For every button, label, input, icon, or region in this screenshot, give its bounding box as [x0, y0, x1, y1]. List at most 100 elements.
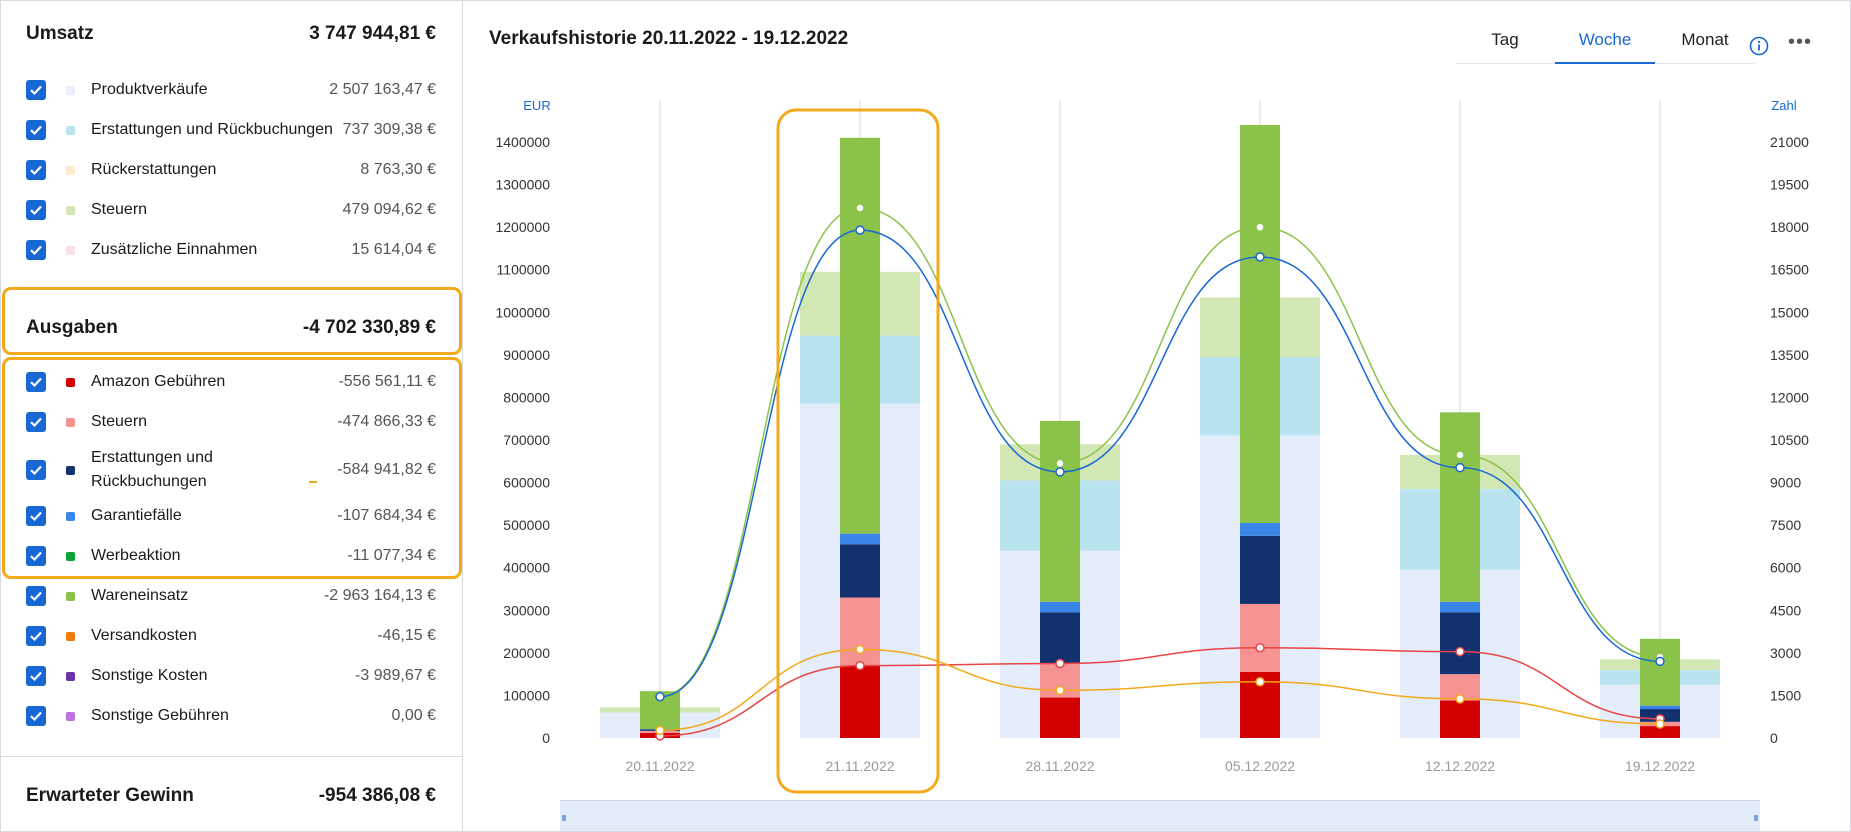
right-tick-label: 9000: [1770, 475, 1801, 491]
category-label: 12.12.2022: [1425, 758, 1495, 774]
series-point: [1055, 685, 1065, 696]
expense-bar-segment: [1040, 612, 1080, 664]
revenue-row[interactable]: Rückerstattungen 8 763,30 €: [26, 155, 436, 185]
revenue-row[interactable]: Erstattungen und Rückbuchungen 737 309,38…: [26, 115, 436, 145]
row-label: Steuern: [91, 413, 148, 430]
checkbox[interactable]: [26, 666, 46, 686]
row-label: Erstattungen und Rückbuchungen: [91, 449, 213, 490]
tab-day[interactable]: Tag: [1455, 30, 1555, 64]
revenue-row[interactable]: Steuern 479 094,62 €: [26, 195, 436, 225]
series-line: [659, 229, 1661, 698]
revenue-row[interactable]: Zusätzliche Einnahmen 15 614,04 €: [26, 235, 436, 265]
row-label: Zusätzliche Einnahmen: [91, 241, 258, 258]
row-label: Rückerstattungen: [91, 161, 217, 178]
checkbox[interactable]: [26, 240, 46, 260]
expense-row[interactable]: Versandkosten -46,15 €: [26, 621, 436, 651]
checkbox[interactable]: [26, 372, 46, 392]
row-value: -107 684,34 €: [337, 507, 436, 524]
expense-row[interactable]: Werbeaktion -11 077,34 €: [26, 541, 436, 571]
row-value: -556 561,11 €: [338, 373, 436, 390]
expense-row[interactable]: Erstattungen und Rückbuchungen -584 941,8…: [26, 446, 436, 494]
checkbox[interactable]: [26, 586, 46, 606]
legend-swatch: [66, 125, 75, 135]
expenses-title: Ausgaben: [26, 317, 118, 338]
expense-row[interactable]: Amazon Gebühren -556 561,11 €: [26, 367, 436, 397]
legend-swatch: [66, 465, 75, 475]
expense-bar-segment: [1440, 601, 1480, 613]
checkbox[interactable]: [26, 706, 46, 726]
legend-swatch: [66, 85, 75, 95]
checkbox[interactable]: [26, 160, 46, 180]
more-options-icon[interactable]: •••: [1788, 31, 1813, 53]
row-value: 2 507 163,47 €: [329, 81, 436, 98]
series-point: [1455, 694, 1465, 704]
expense-row[interactable]: Garantiefälle -107 684,34 €: [26, 501, 436, 531]
expense-bar-segment: [1440, 412, 1480, 602]
legend-swatch: [66, 711, 75, 721]
legend-swatch: [66, 417, 75, 427]
selected-period-highlight: [776, 108, 940, 794]
series-point: [1255, 642, 1265, 653]
expense-row[interactable]: Wareneinsatz -2 963 164,13 €: [26, 581, 436, 611]
series-point: [1055, 658, 1065, 669]
tab-week[interactable]: Woche: [1555, 30, 1655, 64]
checkbox[interactable]: [26, 80, 46, 100]
info-icon[interactable]: [1749, 36, 1769, 56]
expense-bar-segment: [1040, 420, 1080, 602]
expense-bar-segment: [1240, 124, 1280, 524]
series-point: [1055, 458, 1065, 469]
checkbox[interactable]: [26, 412, 46, 432]
series-point: [1455, 462, 1465, 473]
series-point: [1255, 252, 1265, 262]
checkbox[interactable]: [26, 200, 46, 220]
checkbox[interactable]: [26, 460, 46, 480]
legend-swatch: [66, 551, 75, 561]
scroll-handle-right[interactable]: [1754, 815, 1758, 821]
series-line: [659, 648, 1661, 732]
category-label: 05.12.2022: [1225, 758, 1295, 774]
series-point: [1055, 467, 1065, 477]
expense-bar-segment: [1240, 523, 1280, 536]
expense-row[interactable]: Sonstige Gebühren 0,00 €: [26, 701, 436, 731]
left-tick-label: 1300000: [495, 177, 550, 193]
left-tick-label: 400000: [503, 560, 550, 576]
right-tick-label: 10500: [1770, 432, 1809, 448]
row-label: Amazon Gebühren: [91, 373, 226, 390]
expense-row[interactable]: Steuern -474 866,33 €: [26, 407, 436, 437]
period-tabs: Tag Woche Monat: [1455, 30, 1755, 64]
chart-panel: Verkaufshistorie 20.11.2022 - 19.12.2022…: [463, 0, 1849, 832]
right-tick-label: 16500: [1770, 262, 1809, 278]
left-tick-label: 1100000: [497, 262, 551, 278]
revenue-title: Umsatz: [26, 23, 94, 44]
summary-panel: Umsatz 3 747 944,81 € Produktverkäufe 2 5…: [0, 0, 463, 832]
legend-swatch: [66, 205, 75, 215]
row-value: -46,15 €: [377, 627, 436, 644]
expenses-header-highlight: [2, 287, 462, 355]
profit-header: Erwarteter Gewinn -954 386,08 €: [26, 784, 436, 808]
row-label: Wareneinsatz: [91, 587, 189, 604]
checkbox[interactable]: [26, 546, 46, 566]
right-tick-label: 3000: [1770, 645, 1801, 661]
row-value: -474 866,33 €: [337, 413, 436, 430]
tab-month[interactable]: Monat: [1655, 30, 1755, 64]
series-point: [855, 203, 865, 213]
profit-divider: [0, 756, 462, 757]
checkbox[interactable]: [26, 120, 46, 140]
left-tick-label: 600000: [503, 475, 550, 491]
expense-bar-segment: [1240, 603, 1280, 673]
series-line: [659, 646, 1661, 737]
revenue-row[interactable]: Produktverkäufe 2 507 163,47 €: [26, 75, 436, 105]
row-value: 479 094,62 €: [342, 201, 436, 218]
expense-row[interactable]: Sonstige Kosten -3 989,67 €: [26, 661, 436, 691]
checkbox[interactable]: [26, 506, 46, 526]
left-tick-label: 800000: [503, 389, 550, 405]
legend-swatch: [66, 631, 75, 641]
series-point: [1655, 656, 1665, 667]
series-point: [855, 660, 865, 671]
row-value: -3 989,67 €: [355, 667, 436, 684]
chart-range-scrollbar[interactable]: [560, 800, 1760, 831]
expense-bar-segment: [840, 597, 880, 666]
checkbox[interactable]: [26, 626, 46, 646]
scroll-handle-left[interactable]: [562, 815, 566, 821]
expense-bar-segment: [1440, 700, 1480, 738]
